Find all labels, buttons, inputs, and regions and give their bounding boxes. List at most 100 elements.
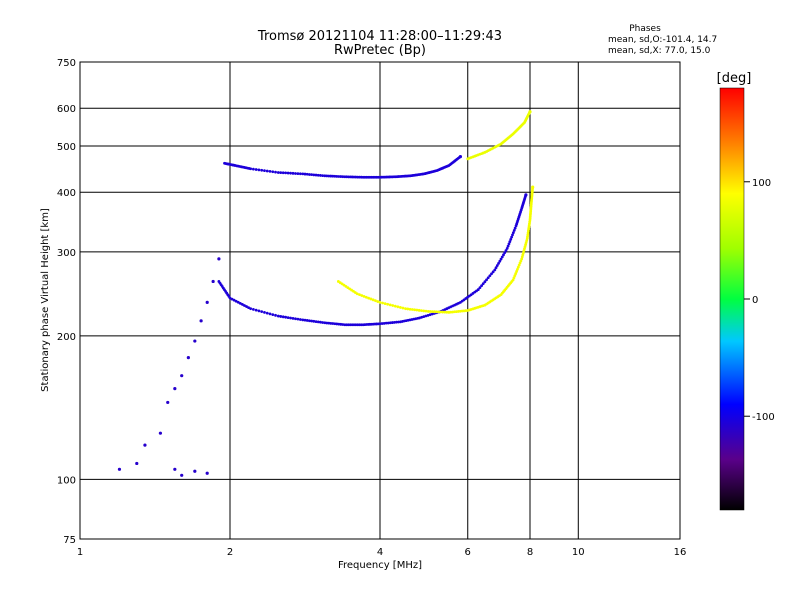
data-point xyxy=(286,171,290,175)
data-point xyxy=(483,280,487,284)
data-point xyxy=(512,276,516,280)
x-tick-labels: 1 2 4 6 8 10 16 xyxy=(77,547,687,558)
grid-lines xyxy=(80,62,680,539)
data-point xyxy=(480,284,484,288)
data-point xyxy=(274,170,277,174)
data-point xyxy=(497,262,500,265)
data-point xyxy=(284,315,288,319)
data-point xyxy=(289,171,292,175)
data-point xyxy=(276,171,280,174)
data-point xyxy=(494,266,498,270)
x-tick-label: 8 xyxy=(527,547,533,558)
data-point xyxy=(301,318,305,322)
data-point xyxy=(422,315,426,319)
data-point xyxy=(502,253,505,257)
data-point xyxy=(294,172,297,175)
data-point xyxy=(314,320,318,324)
y-tick-label: 75 xyxy=(63,535,76,546)
data-point xyxy=(443,310,447,314)
data-point xyxy=(291,171,295,175)
data-point xyxy=(310,173,314,177)
data-point xyxy=(243,304,246,307)
data-point xyxy=(268,312,272,316)
data-point xyxy=(327,174,331,178)
data-point xyxy=(481,282,485,286)
data-point xyxy=(508,240,512,244)
data-point xyxy=(316,173,320,177)
data-point xyxy=(245,305,248,308)
data-point xyxy=(281,171,285,175)
chart-title: Tromsø 20121104 11:28:00–11:29:43 xyxy=(257,29,502,44)
data-point xyxy=(415,308,419,312)
data-point xyxy=(360,294,364,297)
data-point xyxy=(493,268,497,272)
data-point xyxy=(193,469,197,473)
data-point xyxy=(205,300,209,305)
data-point xyxy=(424,309,428,313)
data-point xyxy=(410,308,414,311)
data-point xyxy=(254,168,258,171)
data-point xyxy=(386,302,390,306)
stats-line-o: mean, sd,O:-101.4, 14.7 xyxy=(608,35,717,45)
data-point xyxy=(384,321,388,325)
data-point xyxy=(458,155,463,159)
data-point xyxy=(478,286,482,290)
x-tick-label: 1 xyxy=(77,547,83,558)
data-point xyxy=(296,172,300,176)
data-point xyxy=(378,322,382,326)
data-point xyxy=(398,306,402,309)
data-point xyxy=(117,467,122,471)
data-point xyxy=(329,174,333,178)
data-point xyxy=(249,167,253,171)
data-point xyxy=(296,317,300,321)
data-point xyxy=(263,310,266,314)
data-point xyxy=(383,302,387,306)
data-point xyxy=(435,310,438,314)
data-point xyxy=(339,175,343,178)
data-point xyxy=(319,174,322,177)
data-point xyxy=(143,443,147,447)
data-point xyxy=(388,321,392,325)
data-point xyxy=(396,305,400,309)
data-point xyxy=(260,168,264,172)
data-point xyxy=(500,255,504,259)
data-point xyxy=(518,261,522,265)
data-point xyxy=(488,274,492,278)
data-point xyxy=(498,259,502,263)
y-tick-label: 600 xyxy=(57,104,76,115)
data-point xyxy=(420,309,423,312)
data-point xyxy=(211,279,215,284)
data-point xyxy=(228,296,232,300)
data-point xyxy=(291,316,295,320)
data-point xyxy=(491,270,495,274)
data-point xyxy=(254,308,258,312)
data-point xyxy=(374,299,377,303)
data-point xyxy=(166,400,170,405)
data-point xyxy=(180,374,184,378)
data-point xyxy=(321,321,325,324)
stats-line-x: mean, sd,X: 77.0, 15.0 xyxy=(608,46,711,56)
data-point xyxy=(485,278,488,282)
data-point xyxy=(199,319,203,323)
data-point xyxy=(251,308,255,311)
data-point xyxy=(381,301,384,305)
x-tick-label: 4 xyxy=(377,547,383,558)
data-point xyxy=(369,297,373,301)
data-point xyxy=(271,170,275,174)
x-tick-label: 10 xyxy=(572,547,585,558)
data-point xyxy=(391,304,395,307)
colorbar-label: [deg] xyxy=(717,71,752,86)
data-point xyxy=(486,276,490,280)
data-point xyxy=(390,321,394,324)
data-point xyxy=(393,304,397,308)
data-point xyxy=(513,226,517,230)
x-tick-label: 16 xyxy=(674,547,687,558)
data-point xyxy=(173,387,177,391)
data-point xyxy=(516,267,519,271)
data-point xyxy=(503,251,507,255)
data-point xyxy=(417,308,421,312)
data-point xyxy=(240,303,244,306)
y-tick-label: 750 xyxy=(57,58,76,69)
data-point xyxy=(281,315,285,319)
data-point xyxy=(316,320,320,324)
